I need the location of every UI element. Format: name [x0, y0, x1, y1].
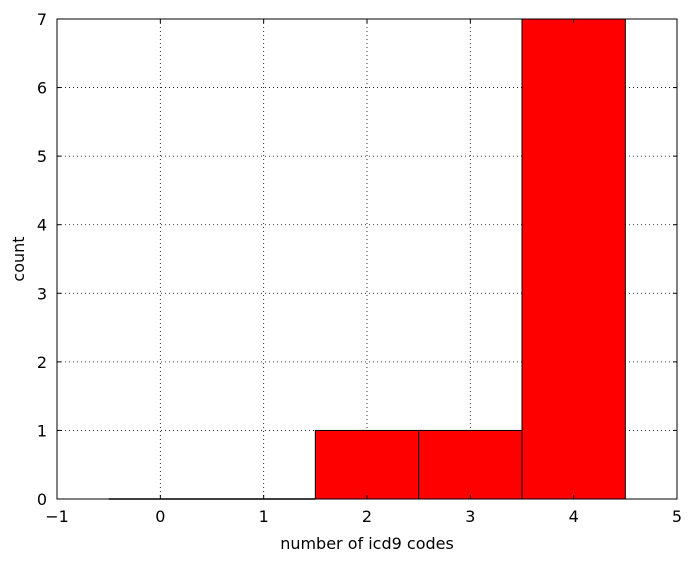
- x-tick-label-1: 0: [155, 507, 165, 526]
- histogram-bars: [108, 18, 626, 500]
- y-tick-label-4: 4: [37, 216, 47, 235]
- y-tick-label-0: 0: [37, 490, 47, 509]
- x-tick-label-2: 1: [259, 507, 269, 526]
- y-tick-label-7: 7: [37, 10, 47, 29]
- x-tick-label-6: 5: [672, 507, 682, 526]
- bar-2: [314, 429, 420, 500]
- y-tick-label-1: 1: [37, 421, 47, 440]
- bar-3: [418, 429, 523, 500]
- y-tick-label-6: 6: [37, 79, 47, 98]
- y-tick-label-5: 5: [37, 147, 47, 166]
- tick-marks: [56, 18, 678, 500]
- x-tick-label-0: −1: [45, 507, 69, 526]
- x-tick-labels: −1 0 1 2 3 4 5: [45, 507, 682, 526]
- x-tick-label-3: 2: [362, 507, 372, 526]
- x-axis-label: number of icd9 codes: [280, 534, 454, 553]
- bar-4: [521, 18, 626, 500]
- y-tick-label-3: 3: [37, 284, 47, 303]
- y-tick-label-2: 2: [37, 353, 47, 372]
- x-tick-label-4: 3: [465, 507, 475, 526]
- y-axis-label: count: [9, 236, 28, 281]
- x-tick-label-5: 4: [569, 507, 579, 526]
- y-tick-labels: 0 1 2 3 4 5 6 7: [37, 10, 47, 509]
